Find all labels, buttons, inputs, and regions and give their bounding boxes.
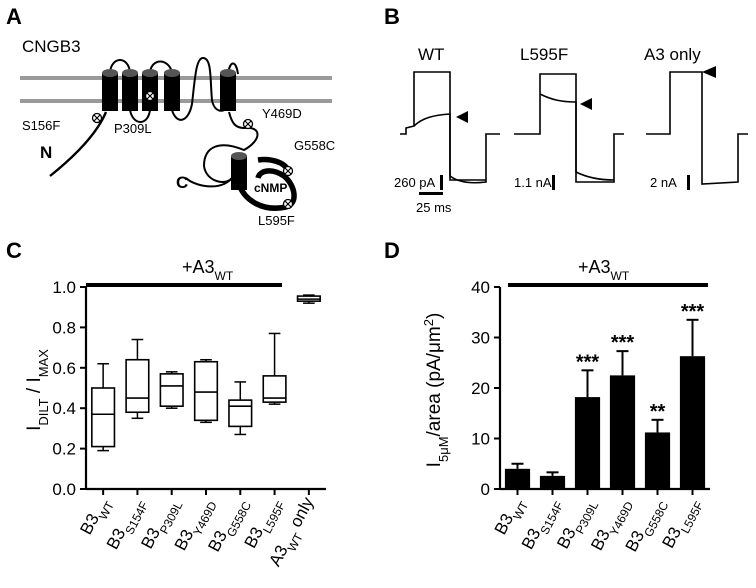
mutation-marker-s156f (91, 112, 103, 124)
time-scale-bar (419, 192, 443, 195)
loop-3 (149, 60, 173, 73)
d-bar-b3p309l (574, 397, 601, 489)
c-box-b3wt-iqr (91, 387, 116, 448)
d-bar-b3s154f (539, 475, 566, 489)
pore-loop (171, 56, 229, 121)
helix-s4 (164, 69, 180, 111)
d-bar-b3wt (504, 468, 531, 489)
trace-label-a3-only: A3 only (644, 45, 701, 64)
y-axis-label-d: I5μM/area (pA/μm2) (421, 313, 451, 468)
c-box-b3y469d-iqr (193, 360, 219, 422)
c-y-tick-label-0-0: 0.0 (52, 480, 76, 499)
c-box-b3s154f-iqr (125, 358, 150, 414)
trace-wt-max (400, 71, 486, 181)
chart-c-boxes (91, 294, 321, 452)
trace-wt-dilt (413, 113, 500, 184)
helix-s6 (220, 69, 236, 111)
mutation-label-s156f: S156F (22, 118, 60, 133)
c-y-tick-label-0-4: 0.4 (52, 399, 76, 418)
c-y-tick-label-0-6: 0.6 (52, 359, 76, 378)
cnmp-label: cNMP (254, 181, 287, 195)
cnmp-domain-outline (237, 168, 297, 211)
c-box-b3l595f-iqr (262, 375, 287, 403)
trace-label-wt: WT (418, 45, 444, 64)
panel-d: D +A3WT I5μM/area (pA/μm2) 010203040B3WT… (384, 238, 710, 555)
scale-label-a3-only: 2 nA (650, 175, 677, 190)
c-box-b3p309l-iqr (159, 373, 184, 407)
scale-bar-l595f (552, 175, 555, 190)
c-terminal-tail (185, 177, 233, 188)
panel-b: B WT 260 pA L595F 1.1 nA A3 only 2 nA 25… (384, 4, 748, 215)
trace-l595f: L595F 1.1 nA (514, 45, 624, 190)
condition-label-d: +A3WT (578, 257, 630, 283)
helix-s1 (102, 69, 118, 111)
scale-bar-a3-only (687, 175, 690, 190)
chart-d-bars: *********** (504, 301, 706, 489)
d-y-tick-label-20: 20 (471, 379, 490, 398)
mutation-marker-p309l (144, 90, 156, 102)
d-y-tick-label-10: 10 (471, 430, 490, 449)
scale-label-l595f: 1.1 nA (514, 175, 552, 190)
arrowhead-l595f (580, 98, 592, 110)
condition-label-c: +A3WT (182, 257, 234, 283)
panel-c: C +A3WT IDILT / IMAX 0.00.20.40.60.81.0B… (6, 238, 326, 569)
panel-a: A CNGB3 S156F (6, 4, 335, 228)
trace-label-l595f: L595F (520, 45, 568, 64)
trace-l595f-dilt (539, 93, 615, 181)
d-y-tick-label-30: 30 (471, 329, 490, 348)
mutation-label-p309l: P309L (114, 121, 152, 136)
d-bar-b3y469d (609, 375, 636, 489)
mutation-marker-l595f (282, 198, 294, 210)
helix-s3 (142, 69, 158, 111)
scale-bar-wt (440, 175, 443, 190)
cnmp-domain-top (257, 156, 291, 172)
c-y-tick-label-0-2: 0.2 (52, 440, 76, 459)
mutation-label-g558c: G558C (294, 138, 335, 153)
mutation-label-y469d: Y469D (262, 106, 302, 121)
d-bar-b3y469d-significance: *** (611, 332, 635, 354)
d-bar-b3l595f-significance: *** (681, 301, 705, 323)
helix-c (231, 152, 247, 190)
d-y-tick-label-40: 40 (471, 278, 490, 297)
mutation-label-l595f: L595F (258, 213, 295, 228)
c-terminus-label: C (176, 173, 188, 192)
panel-a-letter: A (6, 4, 22, 29)
time-scale-label: 25 ms (416, 200, 452, 215)
c-linker (202, 111, 259, 183)
c-y-tick-label-0-8: 0.8 (52, 318, 76, 337)
d-bar-b3g558c-significance: ** (650, 401, 666, 423)
panel-c-letter: C (6, 238, 22, 263)
transmembrane-helices (102, 69, 247, 190)
trace-l595f-max (514, 73, 624, 183)
trace-a3-only: A3 only 2 nA (644, 45, 748, 190)
c-box-b3g558c-iqr (228, 399, 253, 428)
scale-label-wt: 260 pA (394, 175, 436, 190)
arrowhead-wt (456, 111, 468, 123)
mutation-markers (91, 90, 294, 210)
panel-d-letter: D (384, 238, 400, 263)
helix-s2 (122, 69, 138, 111)
trace-wt: WT 260 pA (394, 45, 500, 190)
panel-b-letter: B (384, 4, 400, 29)
n-terminus-label: N (40, 143, 52, 162)
n-terminal-tail (49, 111, 108, 177)
d-bar-b3l595f (679, 356, 706, 489)
y-axis-label-c: IDILT / IMAX (24, 349, 51, 431)
d-bar-b3g558c (644, 432, 671, 489)
loop-2 (129, 109, 151, 123)
d-y-tick-label-0: 0 (481, 480, 490, 499)
mutation-marker-g558c (282, 165, 294, 177)
mutation-marker-y469d (242, 118, 254, 130)
trace-a3-only-current (646, 71, 748, 185)
arrowhead-a3-only (702, 66, 716, 78)
protein-name: CNGB3 (22, 37, 81, 56)
c-y-tick-label-1-0: 1.0 (52, 278, 76, 297)
loop-1 (109, 59, 131, 73)
d-bar-b3p309l-significance: *** (576, 351, 600, 373)
